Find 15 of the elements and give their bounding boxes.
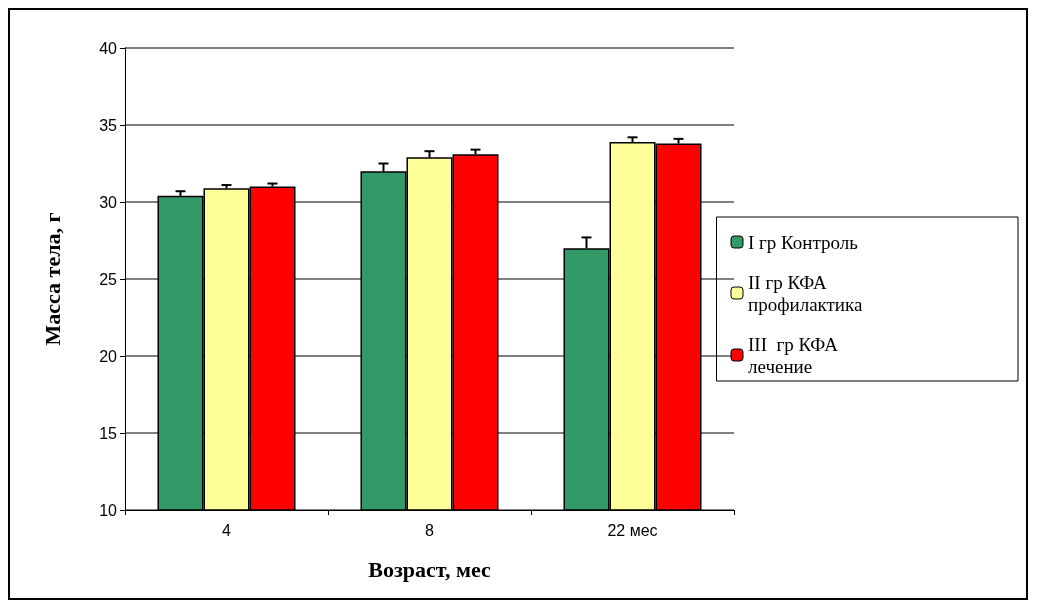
y-axis-title: Масса тела, г [39,212,65,346]
y-tick-label: 35 [99,116,118,134]
y-tick-label: 15 [99,424,118,442]
y-tick-label: 25 [99,270,118,288]
y-tick-label: 30 [99,193,118,211]
x-tick-label: 22 мес [607,521,658,539]
x-tick-label: 8 [425,521,435,539]
legend-label: I гр Контроль [748,231,859,253]
y-tick-label: 20 [99,347,118,365]
x-tick-label: 4 [222,521,232,539]
x-axis-title: Возраст, мес [368,556,491,582]
legend-label: III гр КФА лечение [748,333,843,377]
y-tick-label: 40 [99,39,118,57]
y-tick-label: 10 [99,501,118,519]
legend-label: II гр КФА профилактика [748,271,863,315]
